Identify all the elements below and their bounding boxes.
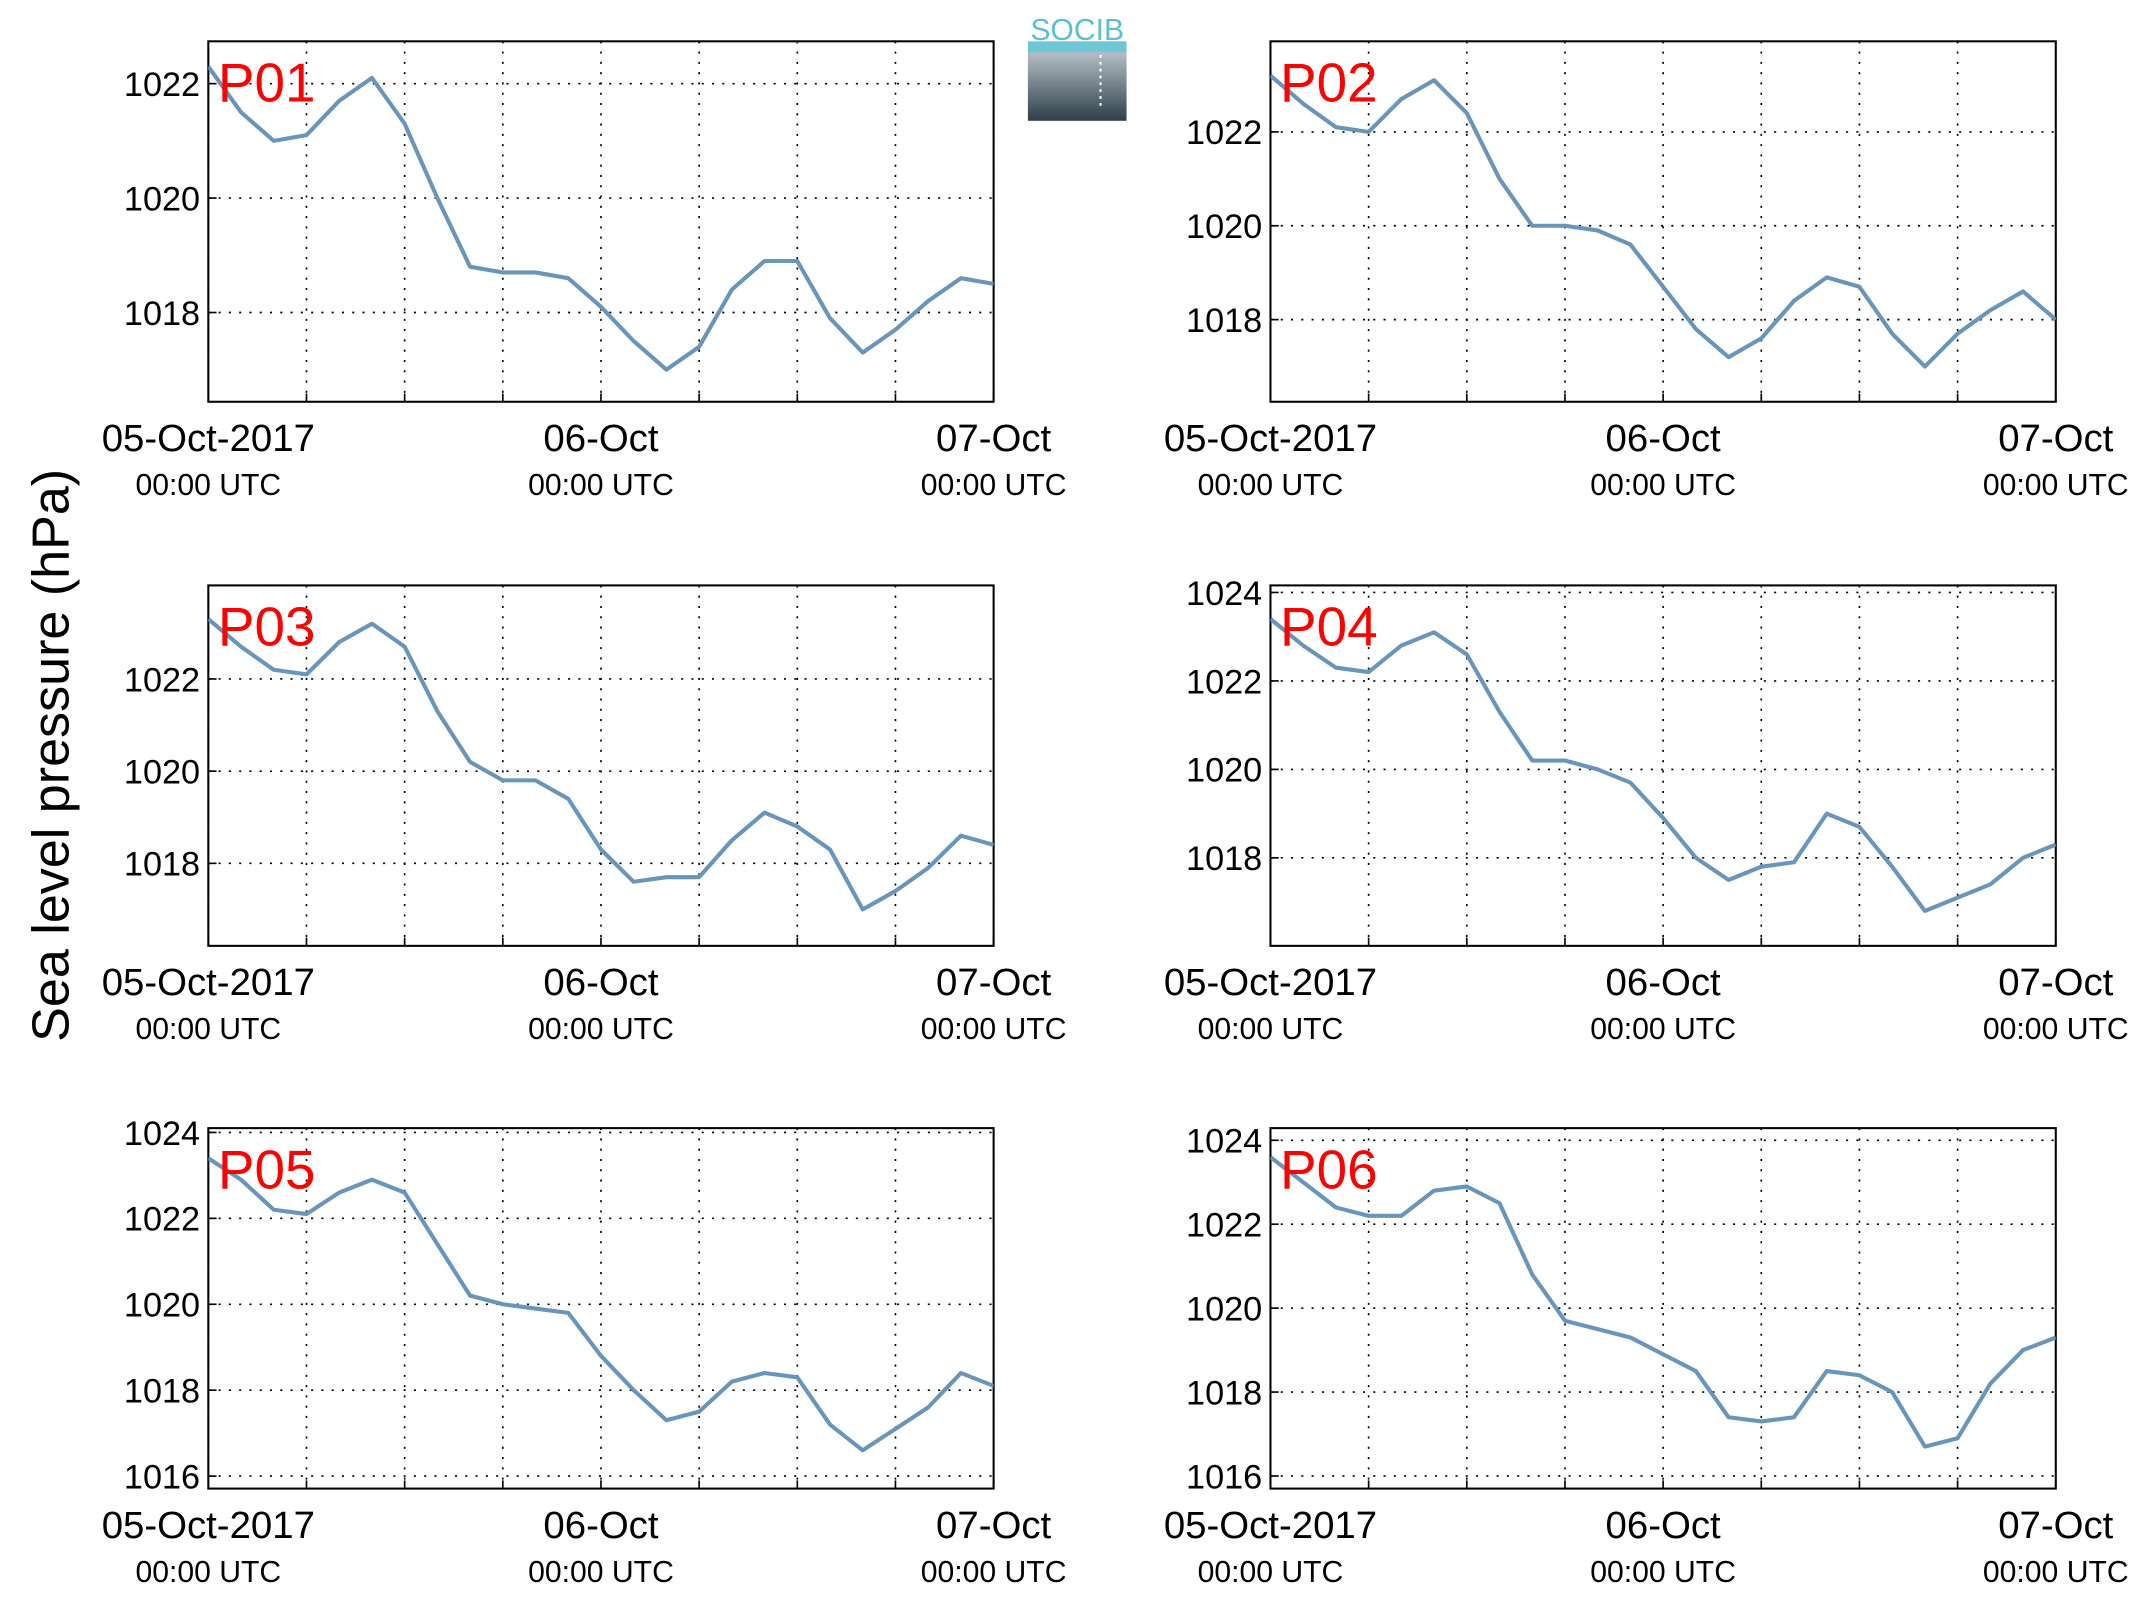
y-tick-label: 1022: [1186, 663, 1262, 701]
plot-frame: [207, 584, 995, 947]
plot-frame: [1269, 40, 2057, 403]
y-tick-label: 1020: [1186, 752, 1262, 790]
x-tick-label: 05-Oct-2017: [102, 417, 315, 460]
plot-frame: [207, 1127, 995, 1490]
x-tick-sublabel: 00:00 UTC: [1983, 1013, 2129, 1046]
y-tick-label: 1020: [124, 180, 200, 218]
panel-title: P05: [218, 1138, 316, 1200]
panel-title: P06: [1280, 1138, 1378, 1200]
x-tick-label: 07-Oct: [1998, 1504, 2113, 1547]
y-tick-label: 1018: [1186, 1374, 1262, 1412]
x-tick-sublabel: 00:00 UTC: [921, 469, 1067, 502]
logo-box: [1027, 49, 1127, 121]
panel-title: P04: [1280, 596, 1378, 658]
x-tick-label: 06-Oct: [543, 961, 658, 1004]
x-tick-sublabel: 00:00 UTC: [1590, 469, 1736, 502]
x-tick-sublabel: 00:00 UTC: [1198, 469, 1344, 502]
x-tick-sublabel: 00:00 UTC: [135, 1013, 281, 1046]
x-tick-label: 05-Oct-2017: [102, 1504, 315, 1547]
x-tick-sublabel: 00:00 UTC: [135, 469, 281, 502]
x-tick-sublabel: 00:00 UTC: [1198, 1013, 1344, 1046]
x-tick-label: 05-Oct-2017: [102, 961, 315, 1004]
y-tick-label: 1016: [1186, 1458, 1262, 1496]
y-tick-label: 1018: [1186, 302, 1262, 340]
x-tick-label: 07-Oct: [936, 417, 1051, 460]
panel: 05-Oct-2017 00:00 UTC 06-Oct 00:00 UTC 07-Oc…: [102, 1115, 1067, 1589]
x-tick-label: 07-Oct: [936, 961, 1051, 1004]
y-tick-label: 1018: [124, 295, 200, 333]
plot-frame: [1269, 584, 2057, 947]
x-tick-label: 06-Oct: [1606, 1504, 1721, 1547]
x-tick-label: 05-Oct-2017: [1164, 1504, 1377, 1547]
x-tick-sublabel: 00:00 UTC: [1983, 469, 2129, 502]
plot-frame: [1269, 1127, 2057, 1490]
y-tick-label: 1024: [1186, 575, 1262, 613]
y-tick-label: 1022: [1186, 1207, 1262, 1245]
data-line: [1270, 617, 2056, 913]
panel: 05-Oct-2017 00:00 UTC 06-Oct 00:00 UTC 07-Oc…: [1164, 40, 2129, 502]
data-line: [208, 617, 994, 912]
y-tick-label: 1024: [124, 1115, 200, 1153]
y-tick-label: 1022: [124, 1201, 200, 1239]
y-tick-label: 1020: [124, 753, 200, 791]
x-tick-sublabel: 00:00 UTC: [1590, 1013, 1736, 1046]
logo-wave: [1027, 41, 1127, 53]
x-tick-sublabel: 00:00 UTC: [135, 1556, 281, 1589]
y-tick-label: 1020: [1186, 1290, 1262, 1328]
y-tick-label: 1022: [124, 66, 200, 104]
x-tick-label: 06-Oct: [543, 417, 658, 460]
panel: 05-Oct-2017 00:00 UTC 06-Oct 00:00 UTC 07-Oc…: [1164, 575, 2129, 1046]
data-line: [1270, 74, 2056, 369]
data-line: [208, 1156, 994, 1453]
x-tick-label: 07-Oct: [1998, 961, 2113, 1004]
y-tick-label: 1016: [124, 1458, 200, 1496]
x-tick-label: 07-Oct: [1998, 417, 2113, 460]
y-tick-label: 1022: [1186, 114, 1262, 152]
x-tick-label: 06-Oct: [543, 1504, 658, 1547]
x-tick-label: 05-Oct-2017: [1164, 961, 1377, 1004]
x-tick-sublabel: 00:00 UTC: [1983, 1556, 2129, 1589]
panel-title: P02: [1280, 52, 1378, 114]
x-tick-sublabel: 00:00 UTC: [921, 1013, 1067, 1046]
data-line: [208, 65, 994, 372]
x-tick-label: 06-Oct: [1606, 417, 1721, 460]
y-tick-label: 1018: [124, 846, 200, 884]
y-axis-label: Sea level pressure (hPa): [23, 469, 81, 1042]
x-tick-sublabel: 00:00 UTC: [528, 1556, 674, 1589]
x-tick-label: 06-Oct: [1606, 961, 1721, 1004]
y-tick-label: 1022: [124, 661, 200, 699]
y-tick-label: 1020: [124, 1287, 200, 1325]
logo-text: SOCIB: [1030, 14, 1124, 47]
panel-title: P01: [218, 52, 316, 114]
x-tick-sublabel: 00:00 UTC: [1198, 1556, 1344, 1589]
x-tick-sublabel: 00:00 UTC: [1590, 1556, 1736, 1589]
panel: 05-Oct-2017 00:00 UTC 06-Oct 00:00 UTC 07-Oc…: [1164, 1123, 2129, 1589]
panel: 05-Oct-2017 00:00 UTC 06-Oct 00:00 UTC 07-Oc…: [102, 584, 1067, 1046]
panel: 05-Oct-2017 00:00 UTC 06-Oct 00:00 UTC 07-Oc…: [102, 40, 1067, 502]
x-tick-sublabel: 00:00 UTC: [921, 1556, 1067, 1589]
y-tick-label: 1018: [124, 1373, 200, 1411]
y-tick-label: 1018: [1186, 840, 1262, 878]
y-tick-label: 1024: [1186, 1123, 1262, 1161]
x-tick-sublabel: 00:00 UTC: [528, 1013, 674, 1046]
plot-frame: [207, 40, 995, 403]
x-tick-sublabel: 00:00 UTC: [528, 469, 674, 502]
logo: SOCIB: [1027, 14, 1127, 121]
x-tick-label: 05-Oct-2017: [1164, 417, 1377, 460]
x-tick-label: 07-Oct: [936, 1504, 1051, 1547]
data-line: [1270, 1155, 2056, 1449]
y-tick-label: 1020: [1186, 208, 1262, 246]
panel-title: P03: [218, 596, 316, 658]
